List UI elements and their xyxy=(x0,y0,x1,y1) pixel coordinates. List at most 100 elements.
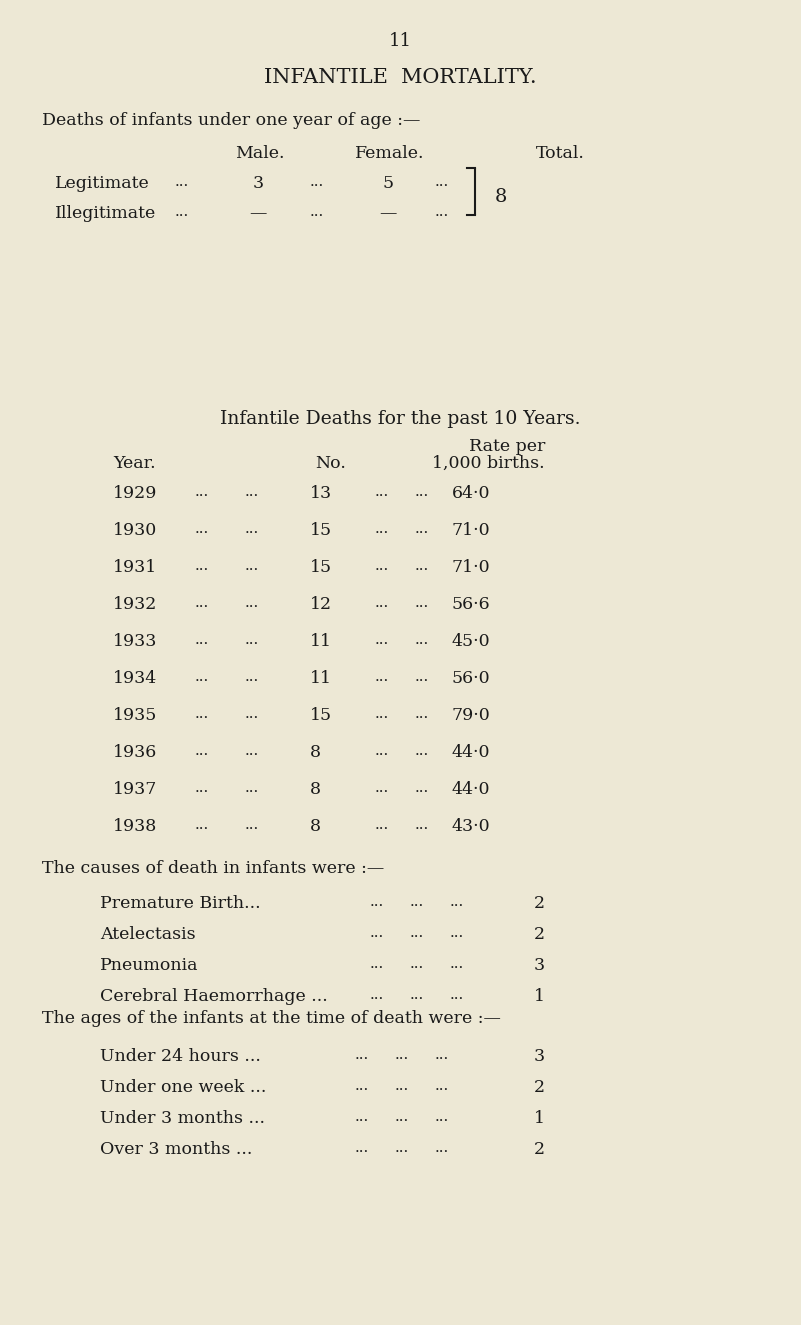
Text: —: — xyxy=(249,205,267,223)
Text: ...: ... xyxy=(355,1110,369,1124)
Text: 43·0: 43·0 xyxy=(452,818,490,835)
Text: 3: 3 xyxy=(534,957,545,974)
Text: ...: ... xyxy=(245,670,260,684)
Text: ...: ... xyxy=(355,1079,369,1093)
Text: ...: ... xyxy=(245,633,260,647)
Text: ...: ... xyxy=(175,205,189,219)
Text: ...: ... xyxy=(195,745,209,758)
Text: ...: ... xyxy=(370,957,384,971)
Text: ...: ... xyxy=(195,559,209,572)
Text: ...: ... xyxy=(450,894,465,909)
Text: ...: ... xyxy=(450,926,465,939)
Text: —: — xyxy=(380,205,396,223)
Text: ...: ... xyxy=(245,745,260,758)
Text: 2: 2 xyxy=(534,1141,545,1158)
Text: 2: 2 xyxy=(534,1079,545,1096)
Text: ...: ... xyxy=(375,780,389,795)
Text: Under 24 hours ...: Under 24 hours ... xyxy=(100,1048,261,1065)
Text: ...: ... xyxy=(395,1141,409,1155)
Text: Deaths of infants under one year of age :—: Deaths of infants under one year of age … xyxy=(42,113,421,129)
Text: Under one week ...: Under one week ... xyxy=(100,1079,267,1096)
Text: 1929: 1929 xyxy=(113,485,157,502)
Text: 56·0: 56·0 xyxy=(452,670,490,686)
Text: The causes of death in infants were :—: The causes of death in infants were :— xyxy=(42,860,384,877)
Text: Illegitimate: Illegitimate xyxy=(55,205,156,223)
Text: ...: ... xyxy=(375,485,389,500)
Text: Pneumonia: Pneumonia xyxy=(100,957,199,974)
Text: ...: ... xyxy=(415,522,429,537)
Text: 44·0: 44·0 xyxy=(452,780,490,798)
Text: ...: ... xyxy=(375,745,389,758)
Text: ...: ... xyxy=(410,957,425,971)
Text: 1934: 1934 xyxy=(113,670,157,686)
Text: 3: 3 xyxy=(252,175,264,192)
Text: ...: ... xyxy=(195,522,209,537)
Text: ...: ... xyxy=(410,926,425,939)
Text: ...: ... xyxy=(375,818,389,832)
Text: ...: ... xyxy=(375,522,389,537)
Text: Year.: Year. xyxy=(113,454,155,472)
Text: Female.: Female. xyxy=(356,144,425,162)
Text: 3: 3 xyxy=(534,1048,545,1065)
Text: ...: ... xyxy=(195,485,209,500)
Text: ...: ... xyxy=(370,988,384,1002)
Text: Rate per: Rate per xyxy=(469,439,545,454)
Text: ...: ... xyxy=(195,708,209,721)
Text: 64·0: 64·0 xyxy=(452,485,490,502)
Text: 1932: 1932 xyxy=(113,596,157,613)
Text: Legitimate: Legitimate xyxy=(55,175,150,192)
Text: ...: ... xyxy=(355,1141,369,1155)
Text: ...: ... xyxy=(395,1079,409,1093)
Text: ...: ... xyxy=(245,818,260,832)
Text: 1938: 1938 xyxy=(113,818,157,835)
Text: 1937: 1937 xyxy=(113,780,157,798)
Text: 56·6: 56·6 xyxy=(452,596,490,613)
Text: 1935: 1935 xyxy=(113,708,157,723)
Text: ...: ... xyxy=(435,1048,449,1063)
Text: 15: 15 xyxy=(310,708,332,723)
Text: ...: ... xyxy=(415,780,429,795)
Text: 1: 1 xyxy=(534,1110,545,1128)
Text: Premature Birth...: Premature Birth... xyxy=(100,894,260,912)
Text: ...: ... xyxy=(435,1141,449,1155)
Text: ...: ... xyxy=(195,818,209,832)
Text: 1: 1 xyxy=(534,988,545,1004)
Text: ...: ... xyxy=(310,175,324,189)
Text: ...: ... xyxy=(375,559,389,572)
Text: ...: ... xyxy=(245,559,260,572)
Text: ...: ... xyxy=(245,780,260,795)
Text: ...: ... xyxy=(415,745,429,758)
Text: ...: ... xyxy=(395,1048,409,1063)
Text: Male.: Male. xyxy=(235,144,284,162)
Text: ...: ... xyxy=(415,559,429,572)
Text: ...: ... xyxy=(410,988,425,1002)
Text: 8: 8 xyxy=(310,780,321,798)
Text: 45·0: 45·0 xyxy=(452,633,490,651)
Text: ...: ... xyxy=(310,205,324,219)
Text: No.: No. xyxy=(315,454,346,472)
Text: 13: 13 xyxy=(310,485,332,502)
Text: ...: ... xyxy=(375,633,389,647)
Text: ...: ... xyxy=(195,670,209,684)
Text: ...: ... xyxy=(245,485,260,500)
Text: 8: 8 xyxy=(310,745,321,761)
Text: ...: ... xyxy=(450,988,465,1002)
Text: 5: 5 xyxy=(382,175,393,192)
Text: ...: ... xyxy=(245,596,260,610)
Text: 8: 8 xyxy=(310,818,321,835)
Text: ...: ... xyxy=(415,670,429,684)
Text: Atelectasis: Atelectasis xyxy=(100,926,195,943)
Text: 79·0: 79·0 xyxy=(451,708,490,723)
Text: ...: ... xyxy=(370,894,384,909)
Text: ...: ... xyxy=(415,818,429,832)
Text: 71·0: 71·0 xyxy=(452,522,490,539)
Text: ...: ... xyxy=(245,708,260,721)
Text: Cerebral Haemorrhage ...: Cerebral Haemorrhage ... xyxy=(100,988,328,1004)
Text: ...: ... xyxy=(415,708,429,721)
Text: 12: 12 xyxy=(310,596,332,613)
Text: ...: ... xyxy=(435,1110,449,1124)
Text: Over 3 months ...: Over 3 months ... xyxy=(100,1141,252,1158)
Text: 1933: 1933 xyxy=(113,633,157,651)
Text: 11: 11 xyxy=(310,633,332,651)
Text: ...: ... xyxy=(375,596,389,610)
